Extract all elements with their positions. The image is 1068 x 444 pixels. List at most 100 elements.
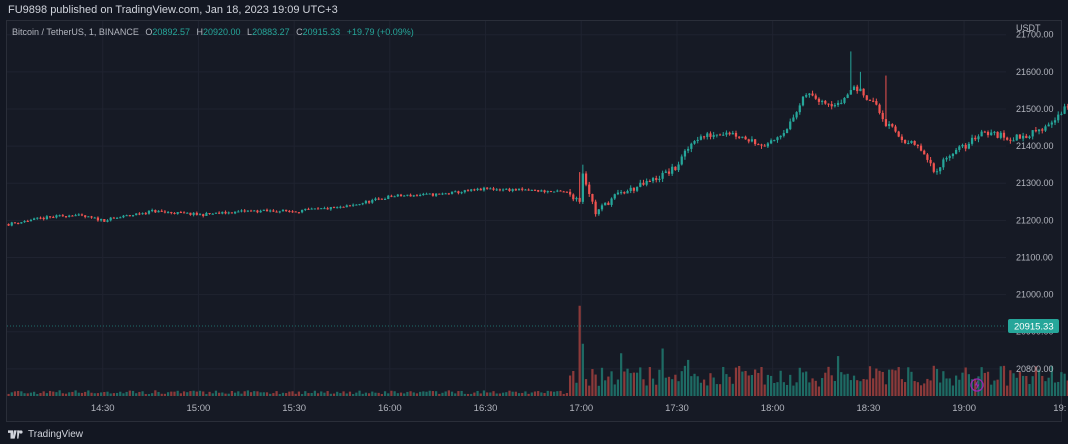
candle-body xyxy=(661,172,664,179)
candle-body xyxy=(1057,114,1060,121)
candle-body xyxy=(297,212,301,214)
volume-bar xyxy=(836,356,840,396)
volume-bar xyxy=(422,391,425,396)
volume-bar xyxy=(658,369,661,396)
volume-bar xyxy=(766,374,770,396)
candle-body xyxy=(575,197,578,200)
volume-bar xyxy=(894,370,897,396)
candle-body xyxy=(466,190,470,192)
candle-body xyxy=(202,214,205,216)
volume-bar xyxy=(106,391,109,396)
volume-bar xyxy=(10,392,13,396)
volume-bar xyxy=(211,393,214,396)
candle-body xyxy=(336,207,339,209)
x-tick-label: 14:30 xyxy=(91,403,115,414)
volume-bar xyxy=(584,379,588,396)
candle-body xyxy=(166,212,170,214)
candle-body xyxy=(182,212,186,214)
volume-bar xyxy=(958,379,961,396)
volume-bar xyxy=(77,392,80,396)
low-label: L xyxy=(247,27,253,37)
volume-bar xyxy=(923,383,926,396)
candle-body xyxy=(588,184,591,194)
volume-bar xyxy=(425,391,428,396)
x-tick-label: 15:30 xyxy=(282,403,306,414)
candle-body xyxy=(958,146,961,150)
candle-body xyxy=(39,217,42,219)
volume-bar xyxy=(87,390,90,396)
candle-body xyxy=(505,188,508,190)
volume-bar xyxy=(166,392,170,396)
candle-body xyxy=(170,212,173,214)
candle-body xyxy=(457,191,460,194)
volume-bar xyxy=(383,391,387,396)
volume-bar xyxy=(141,391,144,396)
candle-body xyxy=(948,156,951,158)
candle-body xyxy=(827,103,830,105)
candle-body xyxy=(1015,134,1018,141)
candle-body xyxy=(763,145,766,147)
candle-body xyxy=(151,210,154,212)
candle-body xyxy=(508,188,511,191)
volume-bar xyxy=(115,392,119,396)
candle-body xyxy=(103,219,106,222)
candle-body xyxy=(441,193,444,195)
candle-body xyxy=(450,191,454,194)
candle-body xyxy=(415,195,419,197)
volume-bar xyxy=(253,391,256,396)
candle-body xyxy=(983,131,986,133)
volume-bar xyxy=(227,393,230,396)
volume-bar xyxy=(521,392,524,396)
candle-body xyxy=(227,212,230,214)
close-value: 20915.33 xyxy=(302,27,341,37)
volume-bar xyxy=(479,393,482,396)
volume-bar xyxy=(505,392,508,396)
candle-body xyxy=(620,192,623,194)
candle-body xyxy=(163,211,167,213)
volume-bar xyxy=(616,379,620,396)
candle-body xyxy=(626,190,629,194)
volume-bar xyxy=(744,370,747,396)
candle-body xyxy=(805,95,808,97)
y-tick-label: 21700.00 xyxy=(1016,30,1054,40)
volume-bar xyxy=(1044,381,1047,396)
candle-body xyxy=(160,210,163,212)
volume-bar xyxy=(1037,369,1041,396)
volume-bar xyxy=(208,391,211,396)
volume-bar xyxy=(329,393,332,396)
volume-bar xyxy=(323,392,326,396)
volume-bar xyxy=(715,384,718,396)
volume-bar xyxy=(307,393,310,396)
volume-bar xyxy=(431,391,435,396)
volume-bar xyxy=(974,378,977,396)
candle-body xyxy=(607,202,610,205)
candle-body xyxy=(412,195,415,197)
volume-bar xyxy=(533,391,537,396)
candle-body xyxy=(329,207,332,210)
candle-body xyxy=(613,194,616,199)
volume-bar xyxy=(754,369,757,396)
volume-bar xyxy=(546,390,549,396)
tradingview-logo-icon[interactable] xyxy=(8,429,23,439)
x-tick-label: 16:30 xyxy=(474,403,498,414)
lightning-icon-glyph xyxy=(974,380,980,390)
volume-bar xyxy=(840,372,843,396)
volume-bar xyxy=(951,385,955,396)
candle-body xyxy=(74,215,77,217)
candle-body xyxy=(696,139,699,142)
candle-body xyxy=(269,210,272,212)
candle-body xyxy=(387,195,390,199)
candle-body xyxy=(782,133,785,136)
lightning-icon[interactable] xyxy=(970,378,984,392)
candle-body xyxy=(470,189,473,191)
candle-body xyxy=(275,211,278,213)
x-tick-label: 18:30 xyxy=(856,403,880,414)
volume-bar xyxy=(342,391,345,396)
volume-bar xyxy=(769,375,773,396)
candle-body xyxy=(651,178,655,182)
candle-body xyxy=(693,141,696,144)
volume-bar xyxy=(26,393,29,396)
volume-bar xyxy=(760,367,763,396)
high-label: H xyxy=(196,27,203,37)
